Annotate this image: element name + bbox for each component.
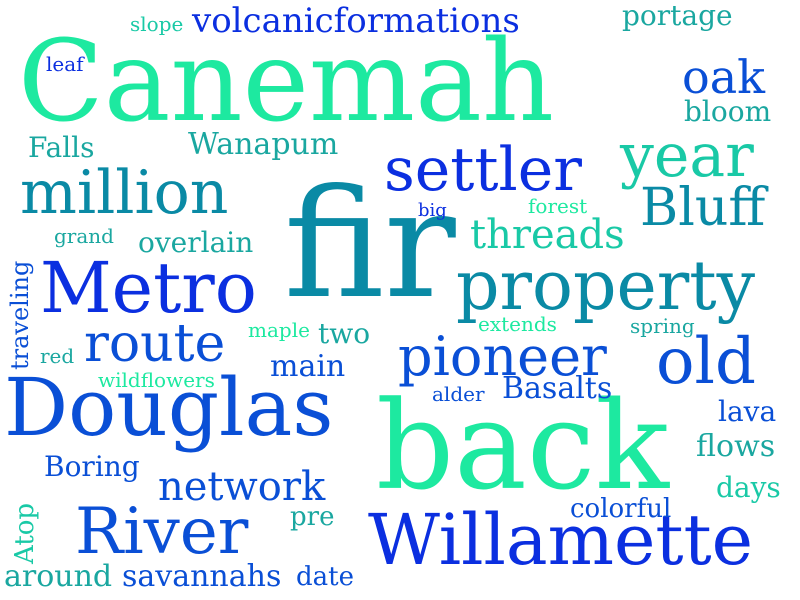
word-douglas: Douglas	[4, 361, 334, 454]
word-basalts: Basalts	[502, 371, 613, 406]
word-wanapum: Wanapum	[188, 127, 339, 162]
word-bloom: bloom	[684, 95, 772, 128]
word-volcanicformations: volcanicformations	[192, 1, 520, 41]
word-date: date	[296, 562, 354, 592]
word-around: around	[4, 559, 113, 594]
word-main: main	[270, 349, 346, 384]
word-boring: Boring	[44, 450, 140, 483]
word-property: property	[456, 247, 755, 326]
word-atop: Atop	[10, 502, 40, 564]
word-wildflowers: wildflowers	[98, 368, 215, 392]
word-overlain: overlain	[138, 226, 254, 259]
word-big: big	[418, 200, 447, 221]
word-willamette: Willamette	[368, 499, 754, 581]
word-oak: oak	[682, 50, 765, 104]
word-portage: portage	[622, 0, 733, 32]
word-grand: grand	[54, 224, 114, 248]
word-slope: slope	[130, 12, 184, 36]
word-settler: settler	[384, 135, 582, 205]
word-river: River	[75, 495, 249, 569]
word-lava: lava	[718, 395, 777, 428]
word-falls: Falls	[28, 131, 95, 164]
word-leaf: leaf	[46, 52, 84, 76]
word-alder: alder	[432, 382, 485, 406]
word-network: network	[158, 464, 326, 510]
word-bluff: Bluff	[640, 178, 766, 238]
word-pre: pre	[290, 502, 335, 532]
word-days: days	[716, 471, 781, 504]
word-route: route	[84, 314, 226, 374]
word-flows: flows	[696, 429, 776, 464]
word-two: two	[318, 317, 371, 350]
word-old: old	[656, 325, 756, 399]
word-year: year	[620, 121, 754, 191]
word-savannahs: savannahs	[122, 559, 282, 594]
word-million: million	[20, 158, 229, 228]
word-metro: Metro	[40, 247, 257, 329]
word-spring: spring	[630, 314, 695, 338]
word-fir: fir	[284, 158, 456, 332]
word-threads: threads	[470, 212, 625, 258]
word-pioneer: pioneer	[398, 325, 607, 388]
word-canemah: Canemah	[18, 17, 554, 147]
word-maple: maple	[248, 318, 310, 342]
word-red: red	[40, 344, 75, 368]
word-traveling: traveling	[6, 260, 34, 370]
word-extends: extends	[478, 312, 557, 336]
word-colorful: colorful	[570, 494, 672, 524]
word-forest: forest	[528, 194, 588, 218]
word-back: back	[376, 375, 670, 517]
